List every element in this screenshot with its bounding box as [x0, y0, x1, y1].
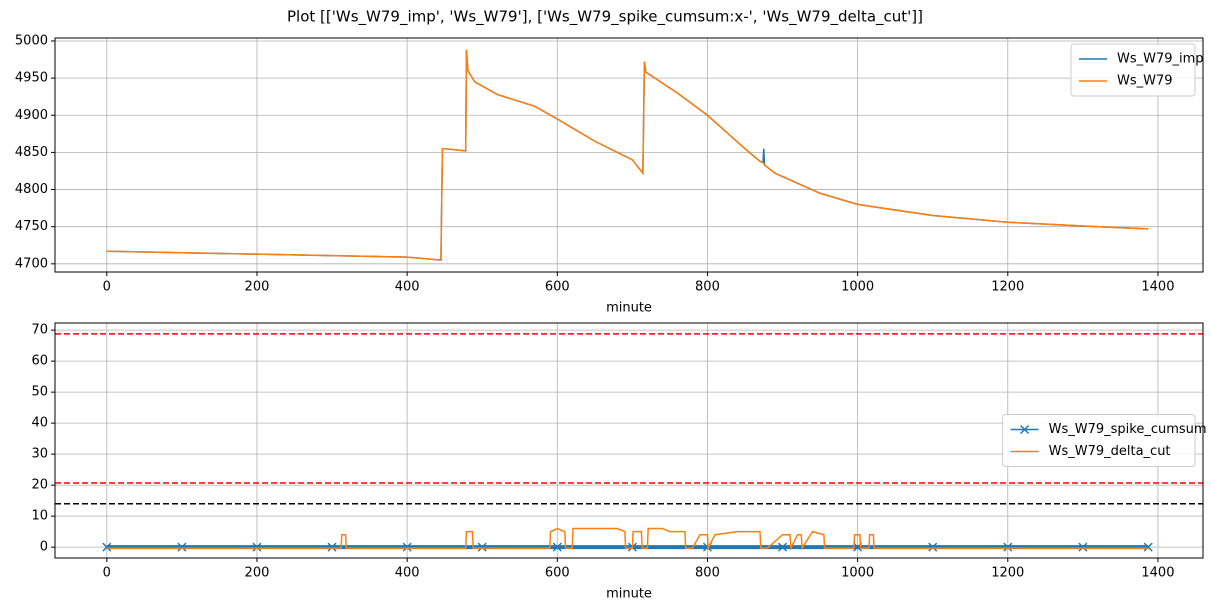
x-tick-label: 1000 — [841, 566, 874, 581]
y-tick-label: 50 — [31, 385, 48, 400]
x-tick-label: 0 — [103, 280, 111, 295]
x-axis-label: minute — [606, 301, 652, 316]
x-axis-label: minute — [606, 587, 652, 602]
y-tick-label: 40 — [31, 416, 48, 431]
x-tick-label: 600 — [545, 566, 570, 581]
legend-label: Ws_W79_imp — [1117, 52, 1204, 67]
axes-frame — [54, 322, 1204, 559]
y-tick-label: 4950 — [15, 71, 48, 86]
figure-title: Plot [['Ws_W79_imp', 'Ws_W79'], ['Ws_W79… — [287, 8, 923, 27]
y-tick-label: 60 — [31, 354, 48, 369]
legend-label: Ws_W79_spike_cumsum — [1049, 422, 1207, 437]
marker — [1078, 542, 1088, 552]
x-tick-label: 600 — [545, 280, 570, 295]
x-tick-label: 800 — [695, 280, 720, 295]
legend-marker — [1020, 424, 1030, 435]
legend-label: Ws_W79 — [1117, 74, 1173, 89]
x-tick-label: 1000 — [841, 280, 874, 295]
marker — [102, 542, 112, 552]
x-tick-label: 1400 — [1141, 566, 1174, 581]
y-tick-label: 4850 — [15, 145, 48, 160]
series-line — [106, 49, 1149, 261]
x-tick-label: 200 — [245, 566, 270, 581]
marker — [327, 542, 337, 552]
marker — [1003, 542, 1013, 552]
y-tick-label: 4700 — [15, 256, 48, 271]
x-tick-label: 0 — [103, 566, 111, 581]
x-tick-label: 800 — [695, 566, 720, 581]
legend-label: Ws_W79_delta_cut — [1049, 444, 1171, 459]
x-tick-label: 400 — [395, 566, 420, 581]
y-tick-label: 0 — [40, 540, 48, 555]
legend-box — [1070, 43, 1196, 97]
legend-box — [1002, 414, 1196, 467]
marker — [1143, 542, 1153, 552]
axes-frame — [54, 37, 1204, 273]
marker — [552, 542, 562, 552]
y-tick-label: 10 — [31, 509, 48, 524]
marker — [928, 542, 938, 552]
x-tick-label: 1200 — [991, 280, 1024, 295]
marker — [778, 542, 788, 552]
y-tick-label: 30 — [31, 447, 48, 462]
x-tick-label: 1200 — [991, 566, 1024, 581]
marker — [177, 542, 187, 552]
y-tick-label: 4800 — [15, 182, 48, 197]
x-tick-label: 400 — [395, 280, 420, 295]
marker — [252, 542, 262, 552]
marker — [402, 542, 412, 552]
x-tick-label: 200 — [245, 280, 270, 295]
y-tick-label: 5000 — [15, 33, 48, 48]
series-line — [106, 527, 1149, 551]
y-tick-label: 4900 — [15, 108, 48, 123]
y-tick-label: 70 — [31, 323, 48, 338]
y-tick-label: 20 — [31, 478, 48, 493]
y-tick-label: 4750 — [15, 219, 48, 234]
x-tick-label: 1400 — [1141, 280, 1174, 295]
marker — [477, 542, 487, 552]
